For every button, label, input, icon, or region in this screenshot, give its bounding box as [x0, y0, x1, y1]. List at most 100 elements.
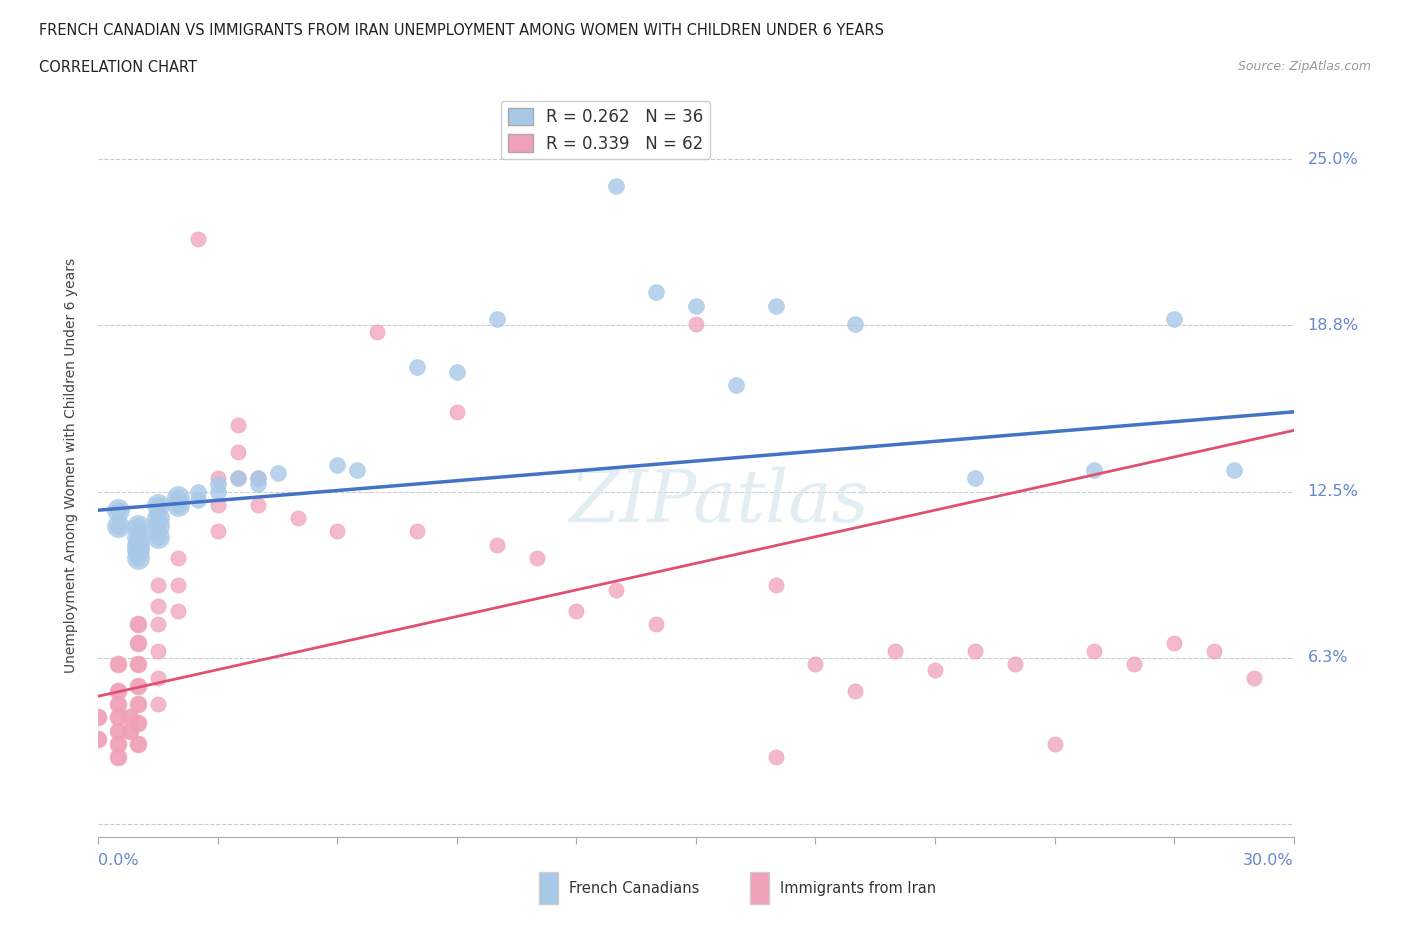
Point [246, 498, 269, 512]
Point [107, 697, 129, 711]
Point [1083, 463, 1105, 478]
Text: FRENCH CANADIAN VS IMMIGRANTS FROM IRAN UNEMPLOYMENT AMONG WOMEN WITH CHILDREN U: FRENCH CANADIAN VS IMMIGRANTS FROM IRAN … [39, 23, 884, 38]
Point [187, 485, 209, 499]
Point [246, 471, 269, 485]
Point [565, 604, 588, 618]
Point [605, 582, 627, 597]
Legend: R = 0.262   N = 36, R = 0.339   N = 62: R = 0.262 N = 36, R = 0.339 N = 62 [501, 101, 710, 159]
Point [148, 529, 170, 544]
Point [127, 519, 149, 534]
Text: 0.0%: 0.0% [98, 854, 139, 869]
Text: French Canadians: French Canadians [569, 881, 700, 896]
Point [107, 684, 129, 698]
Point [107, 750, 129, 764]
Point [127, 542, 149, 557]
Point [127, 635, 149, 650]
Point [127, 715, 149, 730]
Point [844, 317, 866, 332]
Point [605, 179, 627, 193]
Point [963, 471, 986, 485]
Point [207, 476, 229, 491]
Point [107, 737, 129, 751]
Point [226, 445, 249, 459]
Point [107, 737, 129, 751]
Point [87, 731, 110, 746]
Point [187, 492, 209, 507]
Point [107, 503, 129, 518]
Point [1083, 644, 1105, 658]
Point [127, 529, 149, 544]
Point [526, 551, 548, 565]
Point [884, 644, 907, 658]
Point [226, 418, 249, 432]
Point [844, 684, 866, 698]
Point [346, 463, 368, 478]
Point [287, 511, 309, 525]
Point [107, 724, 129, 738]
Text: 6.3%: 6.3% [1308, 650, 1348, 665]
Point [148, 511, 170, 525]
Point [127, 617, 149, 631]
Point [148, 519, 170, 534]
Point [1163, 312, 1185, 326]
Point [107, 519, 129, 534]
Point [148, 617, 170, 631]
Point [148, 644, 170, 658]
Point [207, 498, 229, 512]
Point [107, 503, 129, 518]
Text: 18.8%: 18.8% [1308, 318, 1358, 333]
Point [127, 617, 149, 631]
Point [148, 519, 170, 534]
Point [148, 671, 170, 685]
Point [107, 724, 129, 738]
Point [127, 538, 149, 552]
Point [924, 662, 946, 677]
Point [765, 299, 787, 313]
Point [406, 359, 429, 374]
Text: 25.0%: 25.0% [1308, 152, 1358, 166]
Point [207, 471, 229, 485]
Text: Source: ZipAtlas.com: Source: ZipAtlas.com [1237, 60, 1371, 73]
Point [645, 617, 668, 631]
Point [167, 498, 190, 512]
Point [127, 551, 149, 565]
Point [1043, 737, 1066, 751]
Point [107, 750, 129, 764]
Text: Immigrants from Iran: Immigrants from Iran [780, 881, 936, 896]
Point [1202, 644, 1225, 658]
Point [187, 232, 209, 246]
Point [87, 710, 110, 724]
Y-axis label: Unemployment Among Women with Children Under 6 years: Unemployment Among Women with Children U… [63, 258, 77, 672]
Point [226, 471, 249, 485]
Point [1243, 671, 1265, 685]
Point [1123, 657, 1146, 671]
Text: ZIPatlas: ZIPatlas [569, 467, 870, 538]
Point [127, 678, 149, 693]
Point [120, 724, 142, 738]
Point [366, 325, 388, 339]
Point [963, 644, 986, 658]
Point [87, 710, 110, 724]
Point [148, 529, 170, 544]
Point [107, 710, 129, 724]
Point [226, 471, 249, 485]
Point [685, 299, 707, 313]
Point [724, 378, 747, 392]
Point [120, 710, 142, 724]
Point [485, 312, 508, 326]
Point [87, 731, 110, 746]
Point [127, 657, 149, 671]
Point [148, 697, 170, 711]
Point [167, 578, 190, 592]
Point [127, 551, 149, 565]
Point [167, 489, 190, 504]
Point [246, 471, 269, 485]
Point [246, 476, 269, 491]
Point [485, 538, 508, 552]
Point [127, 529, 149, 544]
Point [107, 710, 129, 724]
Point [148, 498, 170, 512]
Point [127, 657, 149, 671]
Point [127, 737, 149, 751]
Point [207, 524, 229, 538]
